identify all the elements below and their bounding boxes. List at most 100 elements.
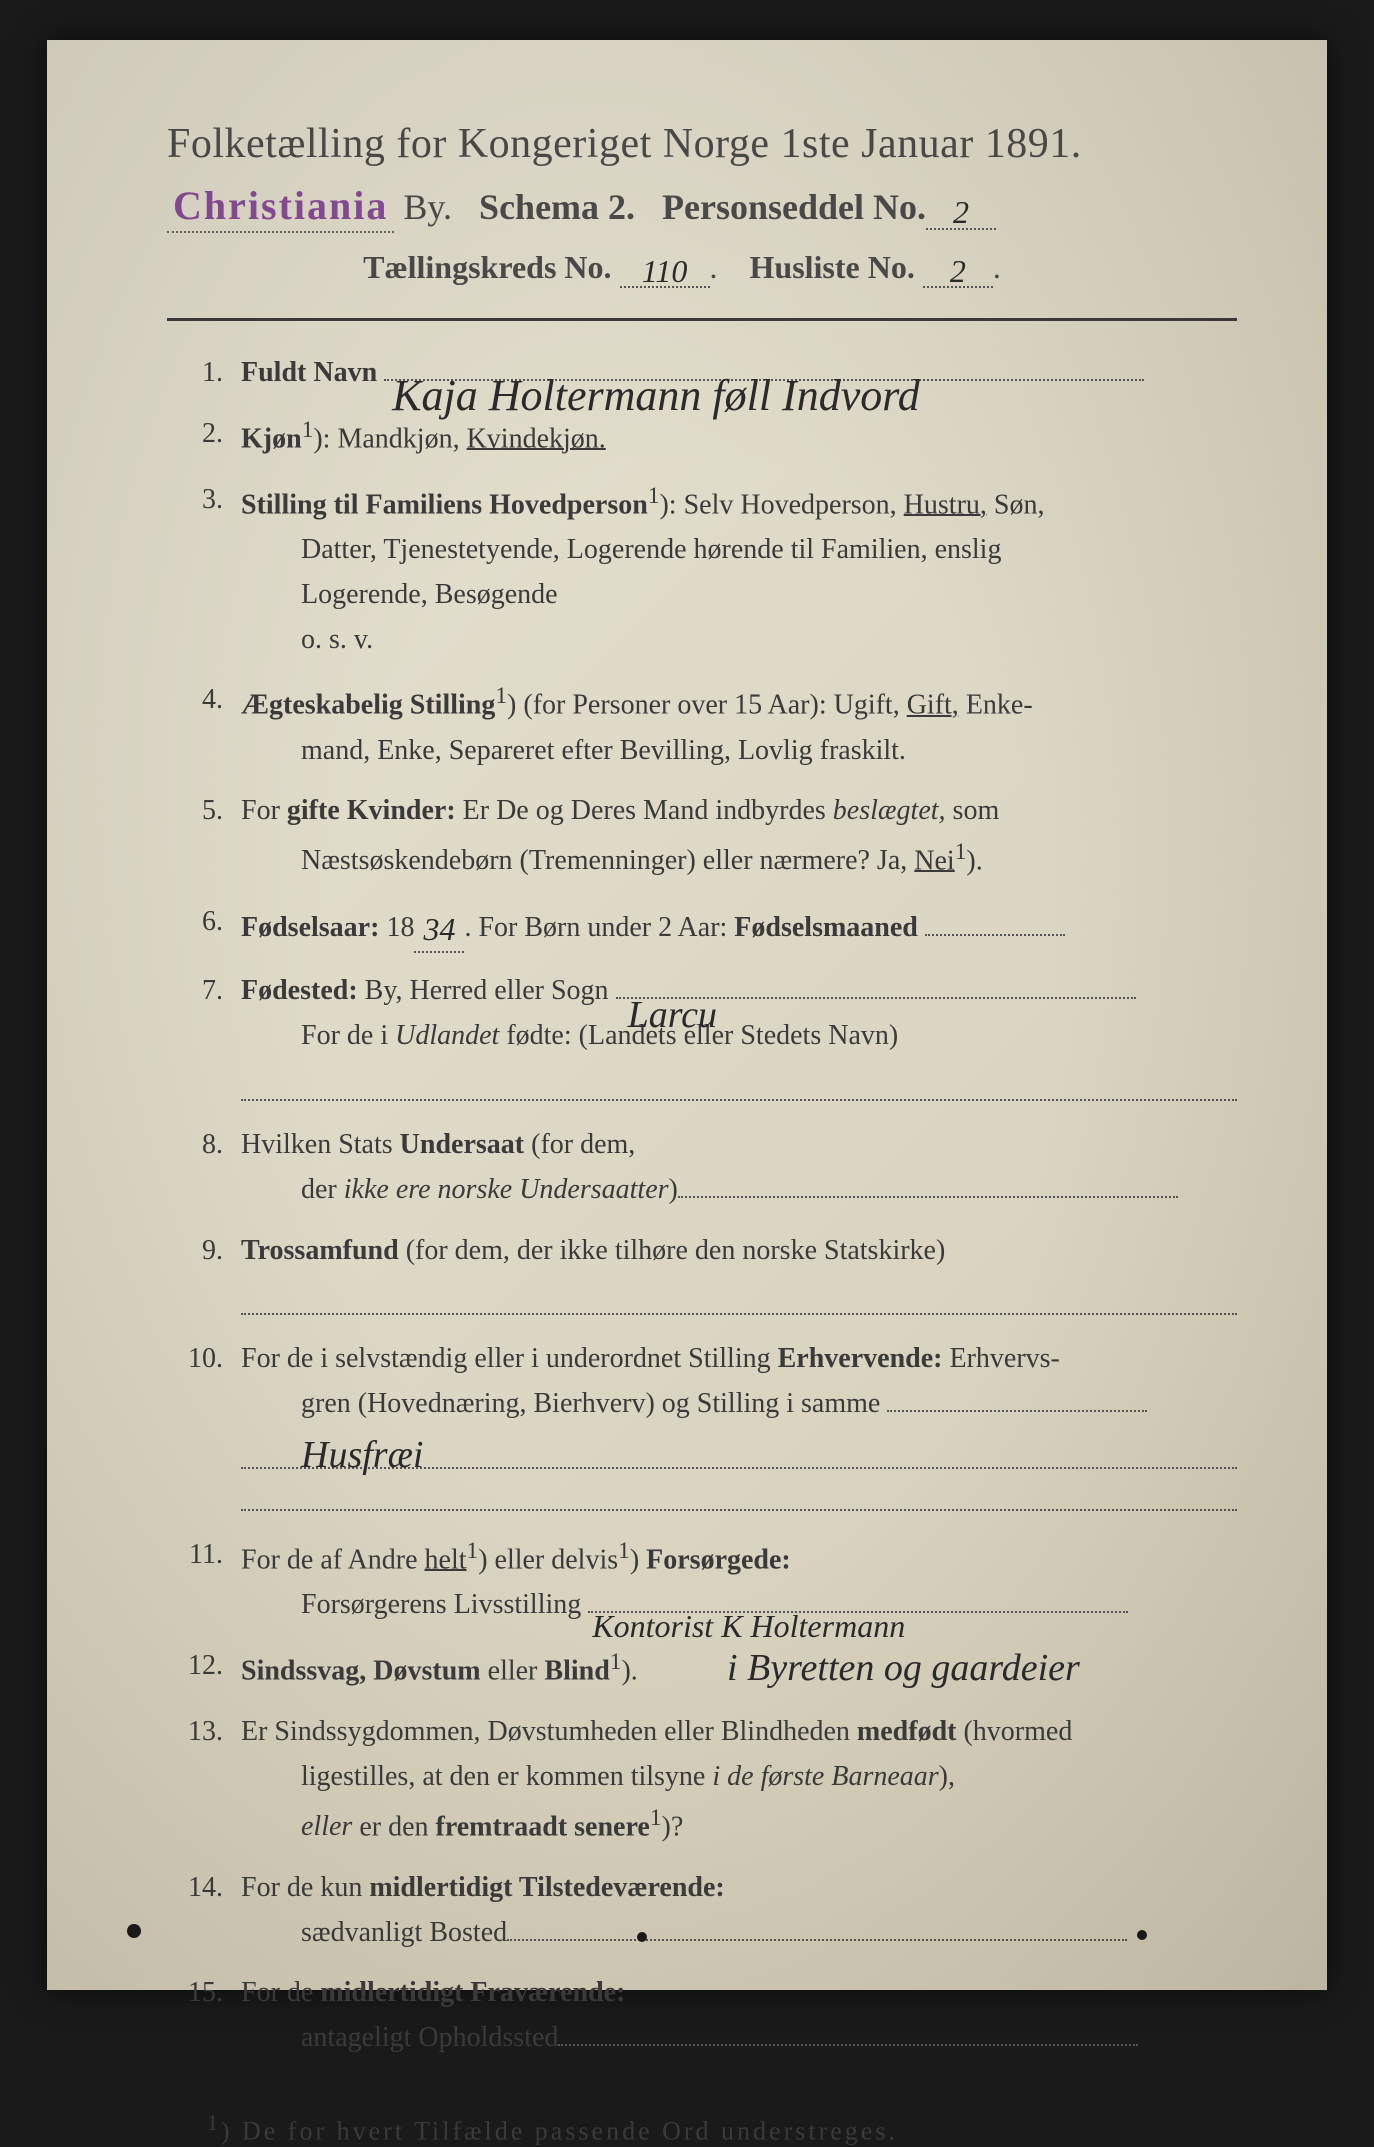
bold: midlertidigt Fraværende: [320,1977,625,2008]
entry-content: Fødested: By, Herred eller Sogn Larcu Fo… [241,969,1237,1107]
year: 34 [423,911,455,947]
mid2: ) [630,1544,646,1575]
entry-num: 3. [167,478,241,663]
entry-content: Trossamfund (for dem, der ikke tilhøre d… [241,1229,1237,1322]
entry-num: 5. [167,789,241,884]
line4: o. s. v. [301,624,373,655]
entry-num: 14. [167,1866,241,1956]
entry-content: Fødselsaar: 1834. For Børn under 2 Aar: … [241,900,1237,953]
line2: antageligt Opholdssted [301,2022,558,2053]
after: ). [621,1655,637,1686]
entry-content: For de i selvstændig eller i underordnet… [241,1337,1237,1517]
husliste-label: Husliste No. [750,249,915,285]
entry-num: 13. [167,1710,241,1850]
footnote-sup: 1 [207,2111,221,2135]
entry-num: 12. [167,1644,241,1694]
dotted-line [241,1071,1237,1101]
by-label: By. [403,187,452,227]
bold2: Fødselsmaaned [734,912,918,943]
bold: Erhvervende: [778,1343,943,1374]
after: )? [662,1811,684,1842]
after: ). [966,845,982,876]
schema-label: Schema 2. [479,187,635,227]
line1a: For [241,795,287,826]
label: Ægteskabelig Stilling [241,690,495,721]
sup: 1 [955,839,967,865]
line1b: Er De og Deres Mand indbyrdes [456,795,833,826]
sup: 1 [610,1649,622,1675]
sup: 1 [648,483,660,509]
dotted-line [241,1285,1237,1315]
bold2: Blind [544,1655,609,1686]
line1a: For de kun [241,1872,369,1903]
footnote: 1) De for hvert Tilfælde passende Ord un… [207,2111,1237,2147]
footnote-text: ) De for hvert Tilfælde passende Ord und… [221,2117,898,2146]
underlined: Nei [914,845,954,876]
entry-4: 4. Ægteskabelig Stilling1) (for Personer… [167,678,1237,773]
bold: Undersaat [400,1129,524,1160]
underlined: Gift, [907,690,959,721]
entry-num: 10. [167,1337,241,1517]
line1a: For de i selvstændig eller i underordnet… [241,1343,778,1374]
line2a: der [301,1174,344,1205]
entry-1: 1. Fuldt Navn Kaja Holtermann føll Indvo… [167,351,1237,396]
husliste-value: 2 [950,253,966,289]
u1: helt [425,1544,467,1575]
after2: Søn, [987,489,1045,520]
entry-content: Hvilken Stats Undersaat (for dem, der ik… [241,1123,1237,1213]
line2a: ligestilles, at den er kommen tilsyne [301,1761,712,1792]
entry-14: 14. For de kun midlertidigt Tilstedevære… [167,1866,1237,1956]
entry-7: 7. Fødested: By, Herred eller Sogn Larcu… [167,969,1237,1107]
entry-num: 8. [167,1123,241,1213]
sup: 1 [302,417,314,443]
sup2: 1 [618,1538,630,1564]
label: Stilling til Familiens Hovedperson [241,489,648,520]
occupation-value: Husfræi [301,1425,423,1486]
entry-content: For de af Andre helt1) eller delvis1) Fo… [241,1533,1237,1628]
underlined: Hustru, [904,489,987,520]
line2a: Næstsøskendebørn (Tremenninger) eller næ… [301,845,914,876]
line1b: (for dem, [524,1129,635,1160]
city-stamp: Christiania [167,182,394,233]
after1: ): Selv Hovedperson, [659,489,903,520]
line1a: For de [241,1977,320,2008]
tkreds-value: 110 [642,253,688,289]
entry-content: For gifte Kvinder: Er De og Deres Mand i… [241,789,1237,884]
inkdot [127,1924,141,1938]
entry-num: 9. [167,1229,241,1322]
birthplace-value: Larcu [628,985,717,1046]
entry-num: 6. [167,900,241,953]
census-form-page: Folketælling for Kongeriget Norge 1ste J… [47,40,1327,1990]
entry-content: Fuldt Navn Kaja Holtermann føll Indvord [241,351,1237,396]
entry-6: 6. Fødselsaar: 1834. For Børn under 2 Aa… [167,900,1237,953]
inkdot [637,1932,647,1942]
header-title: Folketælling for Kongeriget Norge 1ste J… [167,120,1237,168]
entry-13: 13. Er Sindssygdommen, Døvstumheden elle… [167,1710,1237,1850]
entry-5: 5. For gifte Kvinder: Er De og Deres Man… [167,789,1237,884]
line3: Logerende, Besøgende [301,579,558,610]
mid: . For Børn under 2 Aar: [464,912,734,943]
label: Kjøn [241,423,302,454]
bold: Sindssvag, Døvstum [241,1655,481,1686]
handwriting-overflow: i Byretten og gaardeier [727,1638,1080,1699]
header-line3: Tællingskreds No. 110. Husliste No. 2. [127,249,1237,288]
dotted-line: Husfræi [241,1439,1237,1469]
mid: eller [481,1655,545,1686]
bold1: gifte Kvinder: [287,795,456,826]
line3a: eller [301,1811,352,1842]
entry-8: 8. Hvilken Stats Undersaat (for dem, der… [167,1123,1237,1213]
plain: delvis [551,1544,618,1575]
horizontal-rule [167,318,1237,321]
line2: Datter, Tjenestetyende, Logerende hørend… [301,534,1001,565]
line2: Forsørgerens Livsstilling [301,1589,581,1620]
bold2: fremtraadt senere [436,1811,650,1842]
italic: ikke ere norske Undersaatter [344,1174,669,1205]
line2: gren (Hovednæring, Bierhverv) og Stillin… [301,1388,880,1419]
inkdot [1137,1930,1147,1940]
bold1: medfødt [857,1716,957,1747]
entry-11: 11. For de af Andre helt1) eller delvis1… [167,1533,1237,1628]
bold: Trossamfund [241,1235,399,1266]
entry-3: 3. Stilling til Familiens Hovedperson1):… [167,478,1237,663]
line2b: ) [669,1174,678,1205]
label: Fødselsaar: [241,912,379,943]
